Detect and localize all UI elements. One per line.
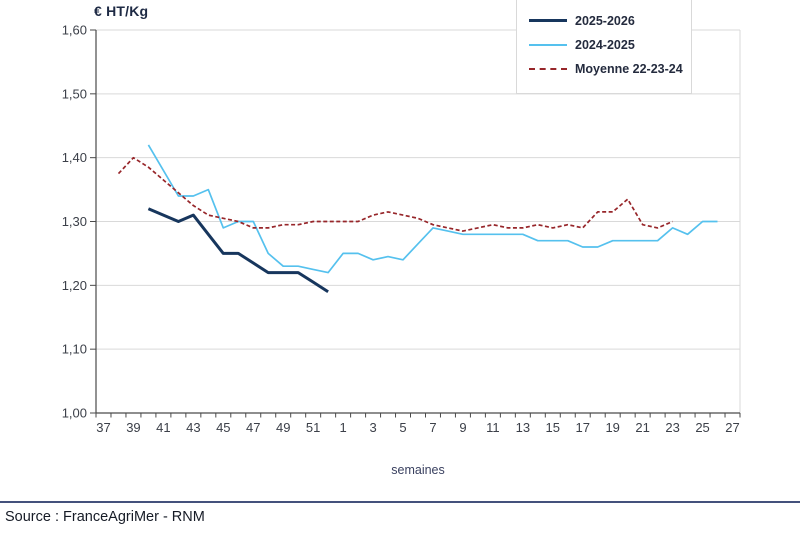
x-tick-label: 25 <box>695 420 709 435</box>
x-tick-label: 21 <box>635 420 649 435</box>
x-tick-label: 7 <box>429 420 436 435</box>
x-tick-label: 19 <box>605 420 619 435</box>
x-tick-labels: 37 39 41 43 45 47 49 51 1 3 5 7 9 11 13 15 17 19 21 23 25 27 <box>96 420 739 435</box>
y-tick-label: 1,00 <box>62 406 87 421</box>
line-chart: 1,001,101,201,301,401,501,60 37 39 41 43 45 4… <box>62 23 741 435</box>
series-line-2024-2025 <box>147 144 718 274</box>
legend-swatch-dashed-darkred <box>529 67 567 70</box>
x-tick-label: 45 <box>216 420 230 435</box>
x-tick-label: 27 <box>725 420 739 435</box>
y-tick-label: 1,30 <box>62 214 87 229</box>
legend-entry-moyenne: Moyenne 22-23-24 <box>529 59 683 78</box>
y-tick-label: 1,50 <box>62 86 87 101</box>
x-tick-label: 41 <box>156 420 170 435</box>
legend-swatch-solid-lightblue <box>529 43 567 46</box>
y-axis-title: € HT/Kg <box>94 3 149 19</box>
x-tick-label: 49 <box>276 420 290 435</box>
x-tick-label: 13 <box>516 420 530 435</box>
legend-entry-2025-2026: 2025-2026 <box>529 11 681 30</box>
legend-label: Moyenne 22-23-24 <box>575 61 683 76</box>
y-tick-label: 1,60 <box>62 23 87 38</box>
legend-entry-2024-2025: 2024-2025 <box>529 35 681 54</box>
legend-swatch-solid-navy <box>529 19 567 22</box>
x-tick-label: 23 <box>665 420 679 435</box>
x-tick-label: 17 <box>576 420 590 435</box>
legend-label: 2024-2025 <box>575 37 635 52</box>
x-tick-label: 1 <box>339 420 346 435</box>
y-tick-labels: 1,00 1,10 1,20 1,30 1,40 1,50 1,60 <box>62 23 87 421</box>
x-axis-label: semaines <box>391 463 445 477</box>
x-tick-label: 51 <box>306 420 320 435</box>
source-divider <box>0 501 800 503</box>
series-line-Moyenne 22-23-24 <box>117 156 673 232</box>
x-tick-label: 47 <box>246 420 260 435</box>
source-text: Source : FranceAgriMer - RNM <box>5 509 205 525</box>
y-tick-label: 1,20 <box>62 278 87 293</box>
series-line-2025-2026 <box>147 207 329 293</box>
legend: 2025-2026 2024-2025 Moyenne 22-23-24 <box>516 0 692 94</box>
x-tick-label: 37 <box>96 420 110 435</box>
series-lines <box>117 144 718 293</box>
x-tick-label: 11 <box>486 420 500 435</box>
y-tick-label: 1,40 <box>62 150 87 165</box>
legend-label: 2025-2026 <box>575 13 635 28</box>
x-tick-label: 5 <box>399 420 406 435</box>
x-tick-label: 15 <box>546 420 560 435</box>
axes <box>90 29 741 418</box>
x-tick-label: 39 <box>126 420 140 435</box>
gridlines <box>96 29 741 413</box>
x-tick-label: 3 <box>369 420 376 435</box>
x-tick-label: 9 <box>459 420 466 435</box>
y-tick-label: 1,10 <box>62 342 87 357</box>
x-tick-label: 43 <box>186 420 200 435</box>
